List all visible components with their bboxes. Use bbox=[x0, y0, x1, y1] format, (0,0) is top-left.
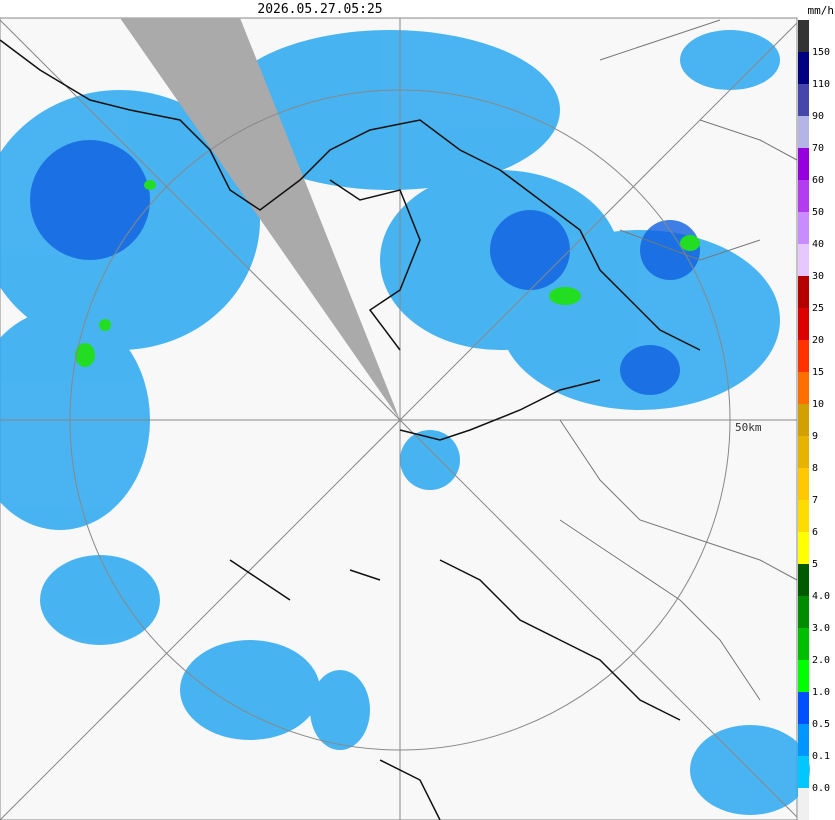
scale-swatch bbox=[798, 724, 809, 756]
scale-swatch bbox=[798, 756, 809, 788]
scale-swatch bbox=[798, 84, 809, 116]
scale-label: 40 bbox=[812, 239, 824, 250]
scale-label: 7 bbox=[812, 495, 818, 506]
scale-label: 0.5 bbox=[812, 719, 830, 730]
scale-label: 10 bbox=[812, 399, 824, 410]
scale-swatch bbox=[798, 500, 809, 532]
color-scale: 150 110 90 70 60 50 40 30 25 20 15 10 9 8 7 6 5 4.0 3.0 2.0… bbox=[798, 20, 830, 820]
scale-swatch bbox=[798, 180, 809, 212]
unit-label: mm/h bbox=[808, 4, 835, 17]
scale-label: 60 bbox=[812, 175, 824, 186]
timestamp: 2026.05.27.05:25 bbox=[257, 2, 382, 17]
scale-label: 30 bbox=[812, 271, 824, 282]
scale-swatch bbox=[798, 596, 809, 628]
scale-swatch bbox=[798, 52, 809, 84]
scale-swatch bbox=[798, 628, 809, 660]
scale-label: 8 bbox=[812, 463, 818, 474]
scale-label: 5 bbox=[812, 559, 818, 570]
scale-label: 15 bbox=[812, 367, 824, 378]
coastlines bbox=[0, 39, 701, 820]
scale-label: 1.0 bbox=[812, 687, 830, 698]
scale-label: 9 bbox=[812, 431, 818, 442]
scale-label: 70 bbox=[812, 143, 824, 154]
scale-label: 6 bbox=[812, 527, 818, 538]
scale-swatch bbox=[798, 436, 809, 468]
scale-swatch bbox=[798, 244, 809, 276]
scale-swatch bbox=[798, 788, 809, 820]
scale-swatch bbox=[798, 404, 809, 436]
scale-label: 0.1 bbox=[812, 751, 830, 762]
scale-swatch bbox=[798, 148, 809, 180]
range-label: 50km bbox=[735, 421, 762, 434]
range-grid bbox=[0, 18, 798, 820]
map: 50km bbox=[0, 17, 810, 820]
scale-label: 2.0 bbox=[812, 655, 830, 666]
scale-label: 150 bbox=[812, 47, 830, 58]
scale-label: 4.0 bbox=[812, 591, 830, 602]
scale-label: 110 bbox=[812, 79, 830, 90]
blocked-sector bbox=[120, 18, 400, 420]
scale-swatch bbox=[798, 532, 809, 564]
scale-swatch bbox=[798, 692, 809, 724]
scale-swatch bbox=[798, 308, 809, 340]
scale-swatch bbox=[798, 276, 809, 308]
scale-label: 20 bbox=[812, 335, 824, 346]
scale-swatch bbox=[798, 468, 809, 500]
scale-label: 50 bbox=[812, 207, 824, 218]
scale-label: 90 bbox=[812, 111, 824, 122]
scale-swatch bbox=[798, 116, 809, 148]
heavy-cells bbox=[75, 180, 700, 367]
scale-swatch bbox=[798, 660, 809, 692]
scale-swatch bbox=[798, 372, 809, 404]
scale-swatch bbox=[798, 20, 809, 52]
scale-swatch bbox=[798, 564, 809, 596]
scale-label: 0.0 bbox=[812, 783, 830, 794]
scale-label: 25 bbox=[812, 303, 824, 314]
borders bbox=[559, 19, 798, 701]
scale-swatch bbox=[798, 340, 809, 372]
scale-label: 3.0 bbox=[812, 623, 830, 634]
scale-swatch bbox=[798, 212, 809, 244]
